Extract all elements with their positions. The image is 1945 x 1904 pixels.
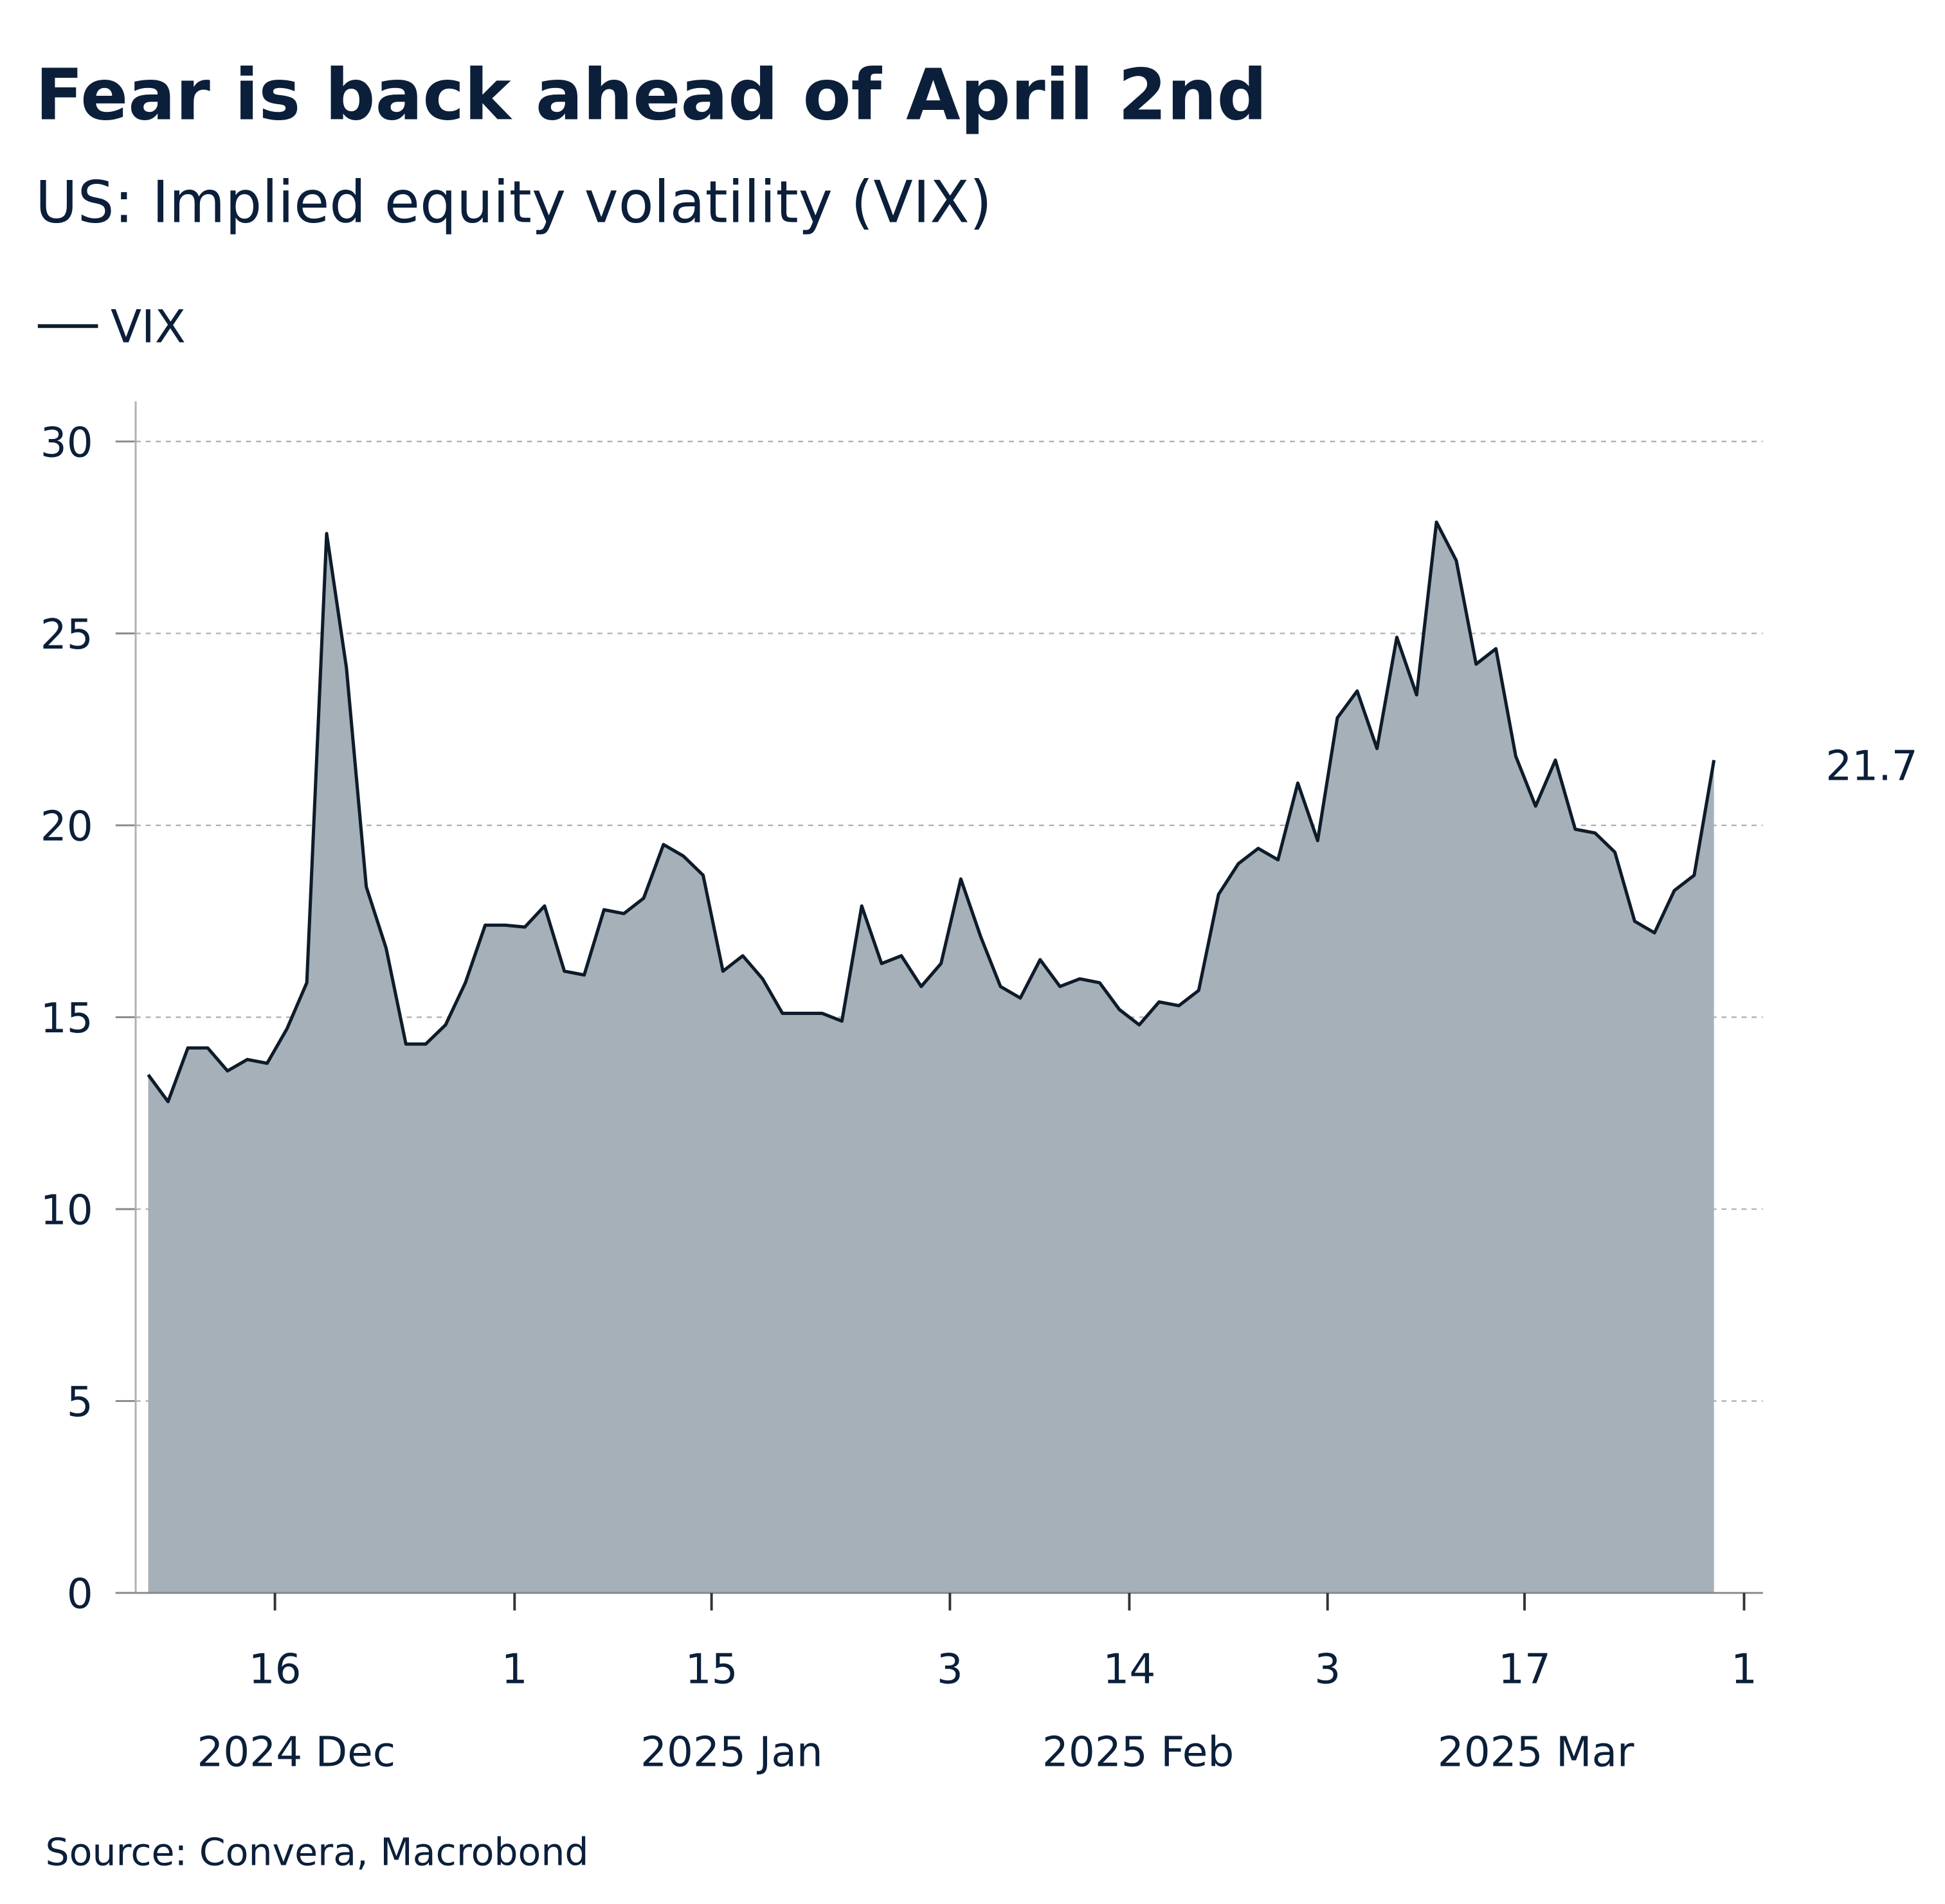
- x-tick-label: 1: [502, 1646, 528, 1694]
- y-tick-label: 5: [67, 1378, 93, 1426]
- y-axis: 0 5 10 15 20 25 30: [41, 418, 136, 1619]
- y-tick-label: 10: [41, 1186, 93, 1234]
- last-value-label: 21.7: [1825, 742, 1917, 791]
- x-tick-label: 14: [1103, 1646, 1155, 1694]
- chart-subtitle: US: Implied equity volatility (VIX): [35, 169, 992, 236]
- chart-title: Fear is back ahead of April 2nd: [35, 54, 1267, 136]
- source-note: Source: Convera, Macrobond: [46, 1831, 589, 1874]
- y-tick-label: 20: [41, 802, 93, 850]
- x-tick-label: 15: [685, 1646, 738, 1694]
- y-tick-label: 15: [41, 994, 93, 1043]
- x-month-label: 2025 Mar: [1438, 1728, 1634, 1776]
- x-tick-label: 3: [937, 1646, 963, 1694]
- x-tick-label: 3: [1314, 1646, 1341, 1694]
- x-tick-label: 1: [1731, 1646, 1757, 1694]
- y-tick-label: 0: [67, 1570, 93, 1619]
- vix-area: [148, 522, 1714, 1594]
- x-month-label: 2024 Dec: [197, 1728, 395, 1776]
- x-month-label: 2025 Feb: [1042, 1728, 1234, 1776]
- legend-label: VIX: [111, 301, 186, 354]
- legend: VIX: [37, 301, 186, 354]
- x-tick-label: 17: [1498, 1646, 1551, 1694]
- y-tick-label: 25: [41, 611, 93, 659]
- x-axis: 16 1 15 3 14 3 17 1 2024 Dec 2025 Jan 2025 Feb 2025…: [197, 1593, 1757, 1776]
- x-tick-label: 16: [249, 1646, 302, 1694]
- x-month-label: 2025 Jan: [640, 1728, 823, 1776]
- vix-line: [147, 520, 1716, 1104]
- y-tick-label: 30: [41, 418, 93, 467]
